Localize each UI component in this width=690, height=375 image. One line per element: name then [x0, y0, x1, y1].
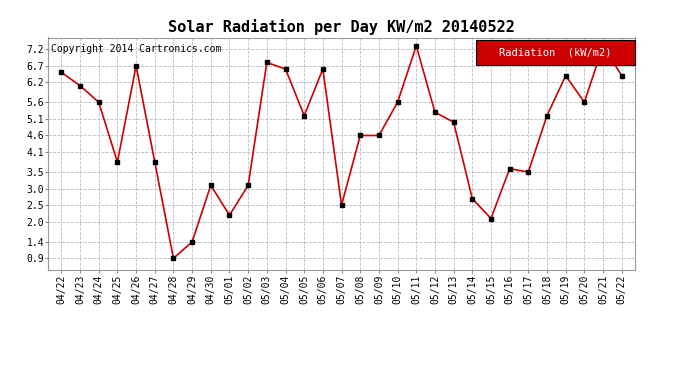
Title: Solar Radiation per Day KW/m2 20140522: Solar Radiation per Day KW/m2 20140522 [168, 19, 515, 35]
Text: Copyright 2014 Cartronics.com: Copyright 2014 Cartronics.com [51, 45, 221, 54]
FancyBboxPatch shape [477, 40, 635, 65]
Text: Radiation  (kW/m2): Radiation (kW/m2) [500, 48, 612, 58]
